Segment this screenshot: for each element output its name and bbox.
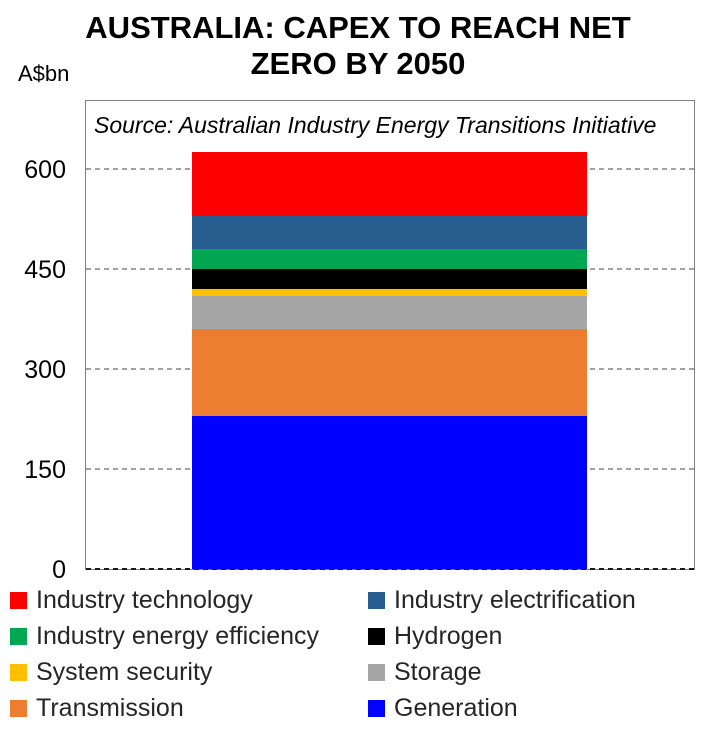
legend-label-hydrogen: Hydrogen: [394, 621, 503, 650]
legend-label-industry-energy-efficiency: Industry energy efficiency: [36, 621, 320, 650]
legend-label-transmission: Transmission: [36, 693, 184, 722]
legend-item-industry-technology: Industry technology: [10, 582, 368, 618]
chart-title-line1: AUSTRALIA: CAPEX TO REACH NET: [85, 10, 631, 45]
legend-swatch-industry-electrification: [368, 591, 385, 609]
bar-segment-transmission: [192, 329, 587, 416]
legend-label-generation: Generation: [394, 693, 518, 722]
plot-area: Source: Australian Industry Energy Trans…: [85, 100, 695, 570]
y-axis-unit-label: A$bn: [18, 61, 70, 86]
stacked-bar: [192, 152, 587, 569]
legend-item-industry-electrification: Industry electrification: [368, 582, 710, 618]
bar-segment-hydrogen: [192, 269, 587, 290]
y-tick-label-450: 450: [24, 256, 66, 284]
gridline-0: [86, 568, 694, 570]
legend-swatch-transmission: [10, 699, 27, 717]
bar-segment-industry-energy-efficiency: [192, 249, 587, 270]
bar-segment-industry-technology: [192, 152, 587, 216]
legend-item-industry-energy-efficiency: Industry energy efficiency: [10, 618, 368, 654]
legend-swatch-generation: [368, 699, 385, 717]
chart-title-line2: ZERO BY 2050: [250, 46, 466, 81]
legend-label-industry-electrification: Industry electrification: [394, 585, 636, 614]
legend-item-hydrogen: Hydrogen: [368, 618, 710, 654]
y-tick-label-300: 300: [24, 356, 66, 384]
y-tick-label-150: 150: [24, 456, 66, 484]
legend-item-storage: Storage: [368, 654, 710, 690]
legend-swatch-storage: [368, 663, 385, 681]
legend-label-storage: Storage: [394, 657, 482, 686]
legend-swatch-industry-technology: [10, 591, 27, 609]
bar-segment-storage: [192, 295, 587, 330]
legend-swatch-hydrogen: [368, 627, 385, 645]
legend-label-industry-technology: Industry technology: [36, 585, 253, 614]
legend-item-system-security: System security: [10, 654, 368, 690]
source-note: Source: Australian Industry Energy Trans…: [94, 112, 657, 138]
bar-segment-generation: [192, 415, 587, 569]
legend-swatch-system-security: [10, 663, 27, 681]
chart-title: AUSTRALIA: CAPEX TO REACH NET ZERO BY 20…: [0, 10, 716, 82]
legend: Industry technology Industry electrificat…: [10, 582, 710, 726]
y-tick-label-600: 600: [24, 156, 66, 184]
legend-swatch-industry-energy-efficiency: [10, 627, 27, 645]
y-tick-label-0: 0: [52, 556, 66, 584]
bar-segment-industry-electrification: [192, 215, 587, 250]
legend-item-generation: Generation: [368, 690, 710, 726]
bar-segment-system-security: [192, 289, 587, 296]
legend-item-transmission: Transmission: [10, 690, 368, 726]
legend-label-system-security: System security: [36, 657, 213, 686]
